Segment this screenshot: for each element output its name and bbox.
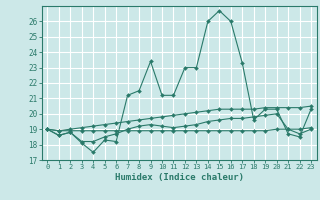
X-axis label: Humidex (Indice chaleur): Humidex (Indice chaleur): [115, 173, 244, 182]
